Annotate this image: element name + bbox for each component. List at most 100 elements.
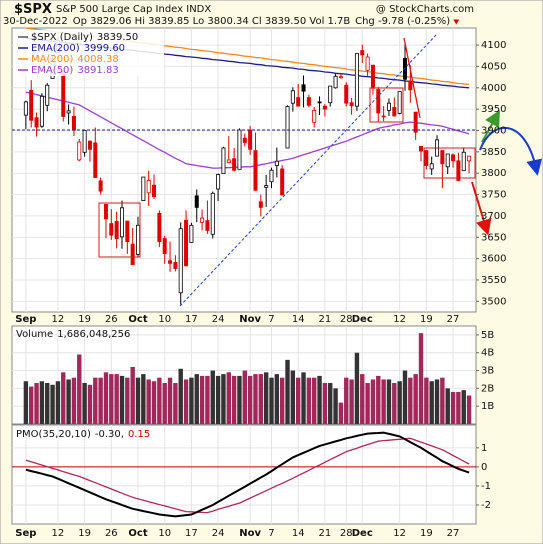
- legend-name: EMA(200): [31, 43, 80, 54]
- volume-bar: [135, 377, 141, 424]
- volume-bar: [322, 383, 328, 424]
- volume-bar: [338, 402, 344, 424]
- legend-box: [14, 30, 164, 76]
- pmo-title: PMO(35,20,10): [16, 429, 91, 440]
- x-tick-label: 27: [447, 314, 460, 325]
- volume-bar: [242, 370, 248, 424]
- line: [25, 431, 470, 518]
- volume-bar: [167, 377, 173, 424]
- candle-body: [402, 57, 407, 80]
- x-tick-label: 28: [340, 528, 353, 539]
- y-tick-label: 4000: [481, 83, 506, 94]
- candle-body: [365, 56, 370, 71]
- volume-bar: [429, 381, 434, 424]
- candle-body: [237, 129, 242, 170]
- candle-body: [269, 169, 274, 183]
- x-tick-label: Oct: [128, 528, 147, 539]
- candle-body: [103, 203, 108, 220]
- candle-body: [205, 220, 210, 231]
- x-tick-label: 21: [319, 528, 332, 539]
- x-tick-label: 12: [393, 314, 406, 325]
- volume-bar: [141, 374, 146, 424]
- volume-bar: [157, 377, 162, 424]
- candle-body: [338, 76, 343, 79]
- candle-body: [264, 185, 269, 188]
- line: [25, 437, 470, 514]
- volume-bar: [98, 377, 103, 424]
- x-tick-label: 19: [420, 528, 433, 539]
- candle-body: [328, 85, 333, 104]
- y-tick-label: 3850: [481, 147, 506, 158]
- legend-entry: $SPX (Daily) 3839.50: [31, 32, 138, 43]
- volume-bar: [199, 375, 205, 424]
- volume-bar: [215, 375, 221, 424]
- legend-value: 3999.60: [84, 43, 125, 54]
- volume-bar: [55, 381, 61, 424]
- volume-bar: [279, 377, 285, 424]
- x-tick-label: 7: [268, 528, 274, 539]
- volume-bar: [392, 383, 397, 424]
- x-tick-label: 19: [78, 314, 91, 325]
- volume-bar: [344, 377, 349, 424]
- candle-body: [141, 176, 146, 201]
- candle-body: [136, 224, 141, 255]
- candle-body: [232, 158, 237, 171]
- candle-body: [274, 160, 279, 166]
- volume-bar: [263, 372, 269, 424]
- volume-bar: [418, 333, 424, 424]
- candle-body: [23, 101, 28, 116]
- x-tick-label: 26: [105, 314, 118, 325]
- x-tick-label: Sep: [15, 528, 36, 539]
- candle-body: [280, 168, 285, 196]
- volume-bar: [189, 377, 194, 424]
- candle-body: [66, 110, 71, 114]
- x-tick-label: 12: [52, 528, 65, 539]
- candle-body: [168, 260, 173, 264]
- x-tick-label: 10: [158, 528, 171, 539]
- x-tick-label: 17: [185, 528, 198, 539]
- candle-body: [157, 212, 162, 242]
- volume-bar: [285, 359, 290, 424]
- volume-bar: [434, 379, 440, 424]
- volume-bar: [178, 368, 183, 424]
- candle-body: [392, 107, 397, 117]
- candle-body: [146, 180, 151, 194]
- y-tick-label: 4050: [481, 61, 506, 72]
- y-tick-label: 3750: [481, 190, 506, 201]
- volume-bar: [50, 384, 55, 424]
- candle-body: [200, 217, 205, 223]
- y-tick-label: 3600: [481, 254, 506, 265]
- volume-bar: [370, 379, 376, 424]
- volume-bar: [328, 383, 333, 424]
- volume-bar: [413, 374, 418, 424]
- candle-body: [130, 243, 135, 265]
- legend-name: $SPX (Daily): [31, 32, 93, 43]
- line: [25, 91, 470, 169]
- x-tick-label: Nov: [239, 528, 261, 539]
- x-tick-label: 14: [292, 314, 305, 325]
- up-arrow: [481, 110, 500, 143]
- volume-bar: [82, 383, 87, 424]
- legend-value: 4008.38: [77, 54, 118, 65]
- candle-body: [333, 75, 338, 89]
- pmo-value: -0.30,: [95, 429, 124, 440]
- volume-bar: [402, 370, 408, 424]
- x-tick-label: 27: [447, 528, 460, 539]
- candle-body: [386, 102, 391, 111]
- volume-bar: [183, 379, 189, 424]
- candle-body: [376, 89, 381, 114]
- volume-bar: [397, 381, 402, 424]
- candle-body: [312, 110, 317, 123]
- volume-bar: [151, 381, 157, 424]
- candle-body: [344, 84, 349, 104]
- volume-bar: [440, 377, 445, 424]
- volume-bar: [119, 375, 125, 424]
- source: @ StockCharts.com: [376, 4, 474, 15]
- volume-bar: [349, 379, 354, 424]
- volume-bar: [23, 381, 29, 424]
- x-tick-label: 19: [78, 528, 91, 539]
- quote-line: 30-Dec-2022 Op 3829.06 Hi 3839.85 Lo 3800…: [3, 16, 450, 27]
- volume-bar: [306, 377, 312, 424]
- volume-bar: [258, 374, 264, 424]
